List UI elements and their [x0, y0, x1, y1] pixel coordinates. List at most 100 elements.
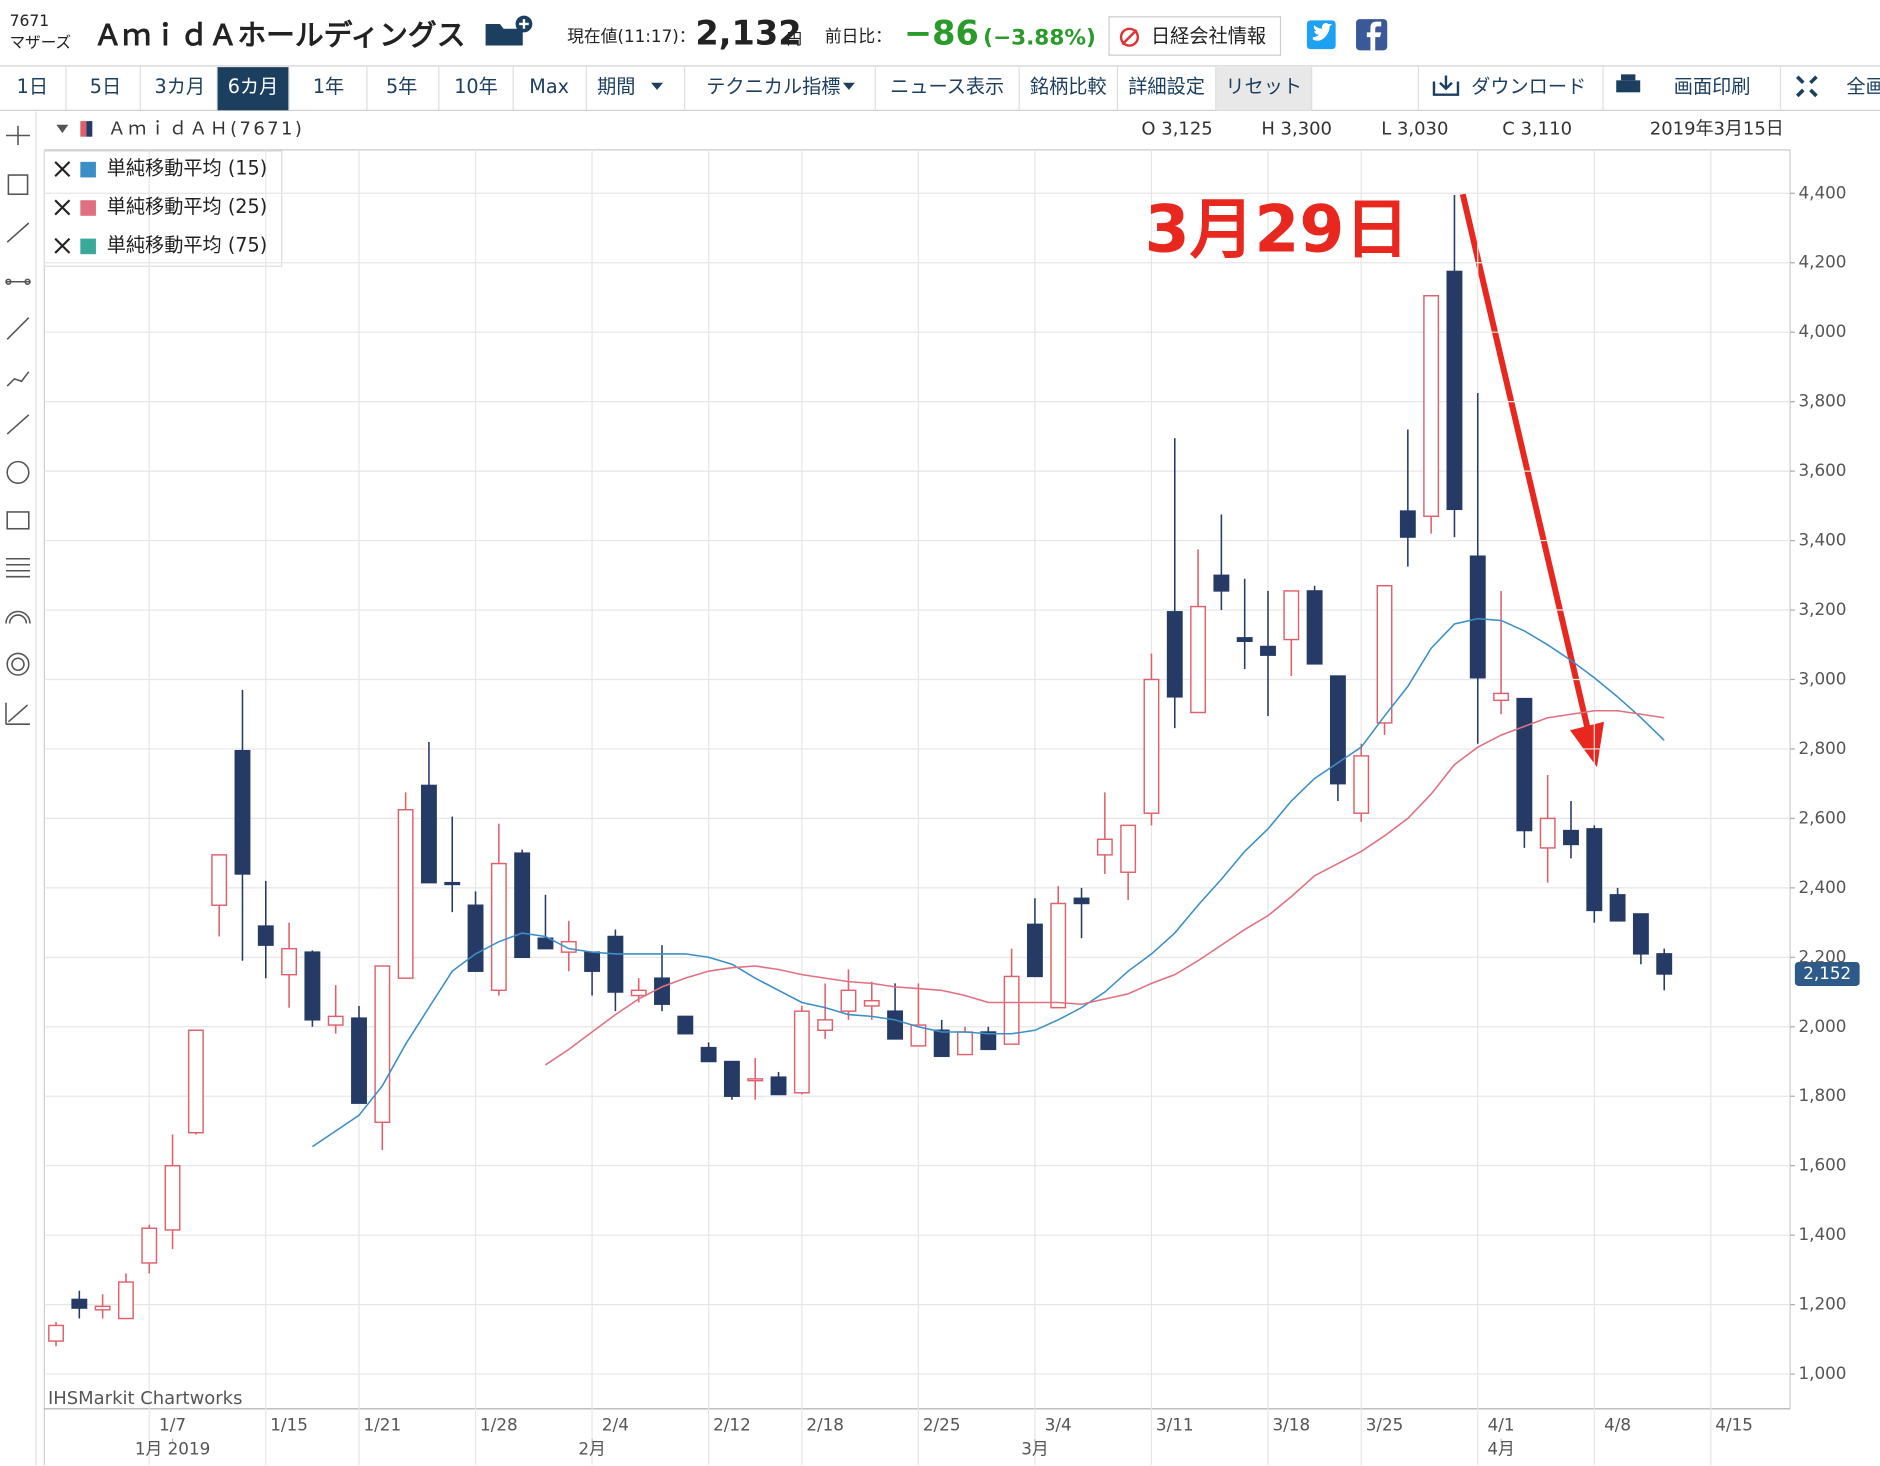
legend-remove[interactable] — [54, 161, 71, 178]
price-tag-label: 2,152 — [1803, 963, 1851, 983]
candle-body — [1586, 828, 1603, 912]
y-tick-label: 1,800 — [1798, 1085, 1846, 1105]
candle-body — [933, 1029, 950, 1058]
candle-body — [1376, 585, 1393, 724]
x-tick-label: 3/18 — [1272, 1415, 1310, 1435]
x-tick-label: 4/8 — [1604, 1415, 1631, 1435]
toolbar-item[interactable]: ダウンロード — [1471, 75, 1586, 98]
toolbar-item[interactable]: 銘柄比較 — [1030, 75, 1107, 98]
candle-body — [1073, 897, 1090, 905]
toolbar-item[interactable]: リセット — [1225, 75, 1302, 98]
legend-swatch — [80, 161, 96, 178]
x-tick-label: 4/1 — [1488, 1415, 1515, 1435]
toolbar-item[interactable]: 10年 — [454, 75, 498, 98]
toolbar-item[interactable]: 1日 — [17, 75, 48, 98]
y-tick-label: 3,200 — [1798, 599, 1846, 619]
candle-body — [584, 951, 601, 972]
symbol: ＡｍｉｄＡＨ(7671) — [108, 118, 304, 139]
candle-body — [467, 904, 484, 972]
legend-swatch — [80, 200, 96, 216]
candle-body — [654, 977, 670, 1005]
candle-body — [747, 1078, 764, 1082]
print-icon-top — [1621, 74, 1636, 81]
month-label: 1月 2019 — [135, 1439, 210, 1459]
candle-body — [1423, 295, 1440, 517]
company-name: ＡｍｉｄＡホールディングス — [94, 18, 466, 52]
candle-body — [1516, 697, 1533, 832]
ohlc-close: C 3,110 — [1502, 118, 1572, 139]
toolbar-item[interactable]: 3カ月 — [155, 75, 206, 98]
toolbar-item[interactable]: 6カ月 — [228, 75, 279, 98]
info-icon — [1119, 27, 1140, 47]
folder-icon[interactable] — [485, 23, 523, 46]
ohlc-low: L 3,030 — [1381, 118, 1448, 139]
toolbar-item[interactable]: 期間 — [597, 75, 635, 98]
toolbar-separators — [65, 67, 1782, 111]
drawing-tools[interactable] — [5, 125, 31, 725]
x-tick-label: 3/25 — [1366, 1415, 1404, 1435]
ma-line — [544, 709, 1665, 1066]
price-unit: 円 — [787, 30, 803, 48]
legend-remove[interactable] — [54, 237, 71, 254]
collapse-arrow[interactable] — [56, 124, 69, 134]
toolbar-item[interactable]: 画面印刷 — [1674, 75, 1751, 98]
candle-body — [1120, 824, 1137, 873]
candle-body — [397, 809, 414, 979]
candle-body — [1166, 611, 1183, 698]
candle-body — [1050, 902, 1067, 1009]
annotation-arrow — [1459, 193, 1591, 729]
toolbar-item[interactable]: Max — [529, 75, 569, 98]
candle-body — [141, 1227, 158, 1264]
candle-body — [234, 749, 251, 875]
toolbar-item[interactable]: 詳細設定 — [1128, 75, 1205, 98]
candle-body — [1260, 645, 1276, 656]
y-tick-label: 4,200 — [1798, 252, 1846, 272]
download-icon — [1432, 75, 1460, 96]
candle-body — [630, 989, 647, 997]
candle-body — [1656, 953, 1673, 975]
candle-body — [420, 784, 437, 884]
y-tick-label: 2,200 — [1798, 946, 1846, 966]
fullscreen-icon[interactable] — [1795, 75, 1818, 98]
x-tick-label: 1/15 — [270, 1415, 308, 1435]
toolbar-item[interactable]: テクニカル指標 — [706, 75, 840, 98]
candle-body — [117, 1281, 134, 1320]
change-pct: (−3.88%) — [983, 25, 1096, 50]
toolbar-item[interactable]: 5日 — [90, 75, 121, 98]
candle-body — [1609, 894, 1626, 922]
reset-bg — [1215, 67, 1312, 111]
y-tick-label: 3,000 — [1798, 668, 1846, 688]
x-tick-label: 2/4 — [602, 1415, 629, 1435]
candle-body — [723, 1060, 740, 1097]
date: 2019年3月15日 — [1650, 118, 1784, 139]
month-label: 2月 — [578, 1439, 605, 1459]
toolbar-item[interactable]: ニュース表示 — [890, 75, 1004, 98]
x-tick-label: 1/28 — [480, 1415, 518, 1435]
change-label: 前日比： — [825, 26, 892, 46]
plot — [48, 195, 1860, 1347]
ohlc-high: H 3,300 — [1261, 118, 1332, 139]
toolbar-item[interactable]: 全画 — [1846, 75, 1880, 98]
facebook-icon — [1366, 21, 1382, 51]
y-tick-label: 3,400 — [1798, 530, 1846, 550]
grid — [44, 149, 1795, 1466]
symbol-swatch — [86, 121, 93, 137]
candle-body — [863, 1000, 880, 1007]
x-tick-label: 4/15 — [1715, 1415, 1753, 1435]
candle-body — [71, 1298, 88, 1309]
info-button-label[interactable]: 日経会社情報 — [1151, 25, 1266, 48]
candle-body — [1329, 675, 1346, 785]
candle-body — [374, 965, 391, 1124]
toolbar-item[interactable]: 5年 — [386, 75, 417, 98]
dropdown-arrow — [842, 82, 855, 90]
candle-body — [560, 940, 577, 953]
candle-body — [514, 852, 531, 959]
price-label: 現在値(11:17)： — [567, 26, 695, 46]
add-plus — [519, 19, 529, 29]
candle-body — [187, 1029, 204, 1134]
candle-body — [1213, 574, 1230, 592]
toolbar-item[interactable]: 1年 — [313, 75, 344, 98]
candle-body — [1469, 555, 1486, 679]
legend-remove[interactable] — [54, 199, 71, 216]
y-tick-label: 4,000 — [1798, 321, 1846, 341]
